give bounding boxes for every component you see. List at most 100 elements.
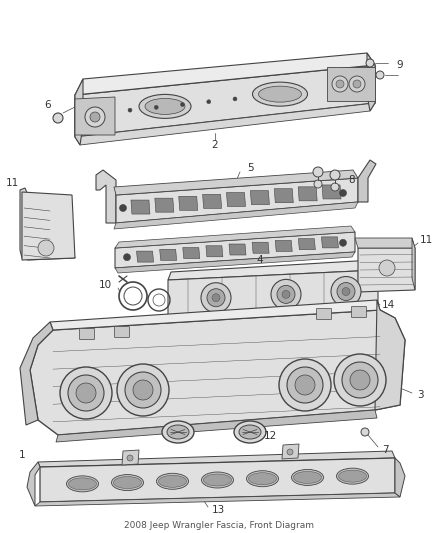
Circle shape xyxy=(349,76,365,92)
Polygon shape xyxy=(115,252,355,273)
Text: 8: 8 xyxy=(349,175,355,185)
Circle shape xyxy=(313,167,323,177)
Circle shape xyxy=(38,240,54,256)
Ellipse shape xyxy=(162,421,194,443)
Circle shape xyxy=(342,362,378,398)
Circle shape xyxy=(127,455,133,461)
Polygon shape xyxy=(75,103,375,145)
Circle shape xyxy=(125,372,161,408)
Ellipse shape xyxy=(336,468,368,484)
Polygon shape xyxy=(327,67,375,101)
Polygon shape xyxy=(30,310,405,435)
Circle shape xyxy=(90,112,100,122)
Text: 5: 5 xyxy=(247,163,253,173)
Polygon shape xyxy=(252,242,269,253)
Circle shape xyxy=(133,380,153,400)
Text: 14: 14 xyxy=(381,300,395,310)
Ellipse shape xyxy=(239,425,261,439)
Polygon shape xyxy=(137,251,154,262)
Circle shape xyxy=(85,107,105,127)
Circle shape xyxy=(282,290,290,298)
Circle shape xyxy=(53,113,63,123)
Ellipse shape xyxy=(248,473,276,484)
Circle shape xyxy=(361,428,369,436)
Ellipse shape xyxy=(68,478,96,490)
Polygon shape xyxy=(116,178,358,223)
Text: 2008 Jeep Wrangler Fascia, Front Diagram: 2008 Jeep Wrangler Fascia, Front Diagram xyxy=(124,521,314,530)
Ellipse shape xyxy=(67,476,99,492)
Circle shape xyxy=(350,370,370,390)
Text: 4: 4 xyxy=(257,255,263,265)
Ellipse shape xyxy=(247,471,279,487)
Polygon shape xyxy=(27,462,40,506)
Polygon shape xyxy=(22,192,75,260)
Circle shape xyxy=(277,285,295,303)
Ellipse shape xyxy=(145,99,185,115)
Circle shape xyxy=(366,59,374,67)
Polygon shape xyxy=(226,192,246,206)
Circle shape xyxy=(342,287,350,295)
Circle shape xyxy=(233,97,237,101)
Polygon shape xyxy=(275,240,292,252)
Polygon shape xyxy=(298,239,315,249)
Polygon shape xyxy=(115,226,355,248)
Text: 7: 7 xyxy=(381,445,389,455)
Polygon shape xyxy=(358,160,376,202)
Circle shape xyxy=(212,294,220,302)
Polygon shape xyxy=(321,237,339,248)
Circle shape xyxy=(207,100,211,104)
Polygon shape xyxy=(412,238,415,290)
FancyBboxPatch shape xyxy=(352,306,367,318)
Polygon shape xyxy=(251,191,269,205)
FancyBboxPatch shape xyxy=(80,328,95,340)
Text: 6: 6 xyxy=(45,100,51,110)
Circle shape xyxy=(331,277,361,306)
Circle shape xyxy=(353,80,361,88)
Circle shape xyxy=(330,170,340,180)
Polygon shape xyxy=(75,65,375,137)
Ellipse shape xyxy=(156,473,188,489)
Polygon shape xyxy=(274,189,293,203)
Ellipse shape xyxy=(159,475,187,487)
Ellipse shape xyxy=(292,470,324,486)
FancyBboxPatch shape xyxy=(114,327,130,337)
Ellipse shape xyxy=(201,472,233,488)
Polygon shape xyxy=(96,170,116,223)
Polygon shape xyxy=(38,451,395,467)
Circle shape xyxy=(336,80,344,88)
Text: 9: 9 xyxy=(397,60,403,70)
Polygon shape xyxy=(183,247,200,259)
Circle shape xyxy=(379,260,395,276)
Ellipse shape xyxy=(258,86,301,102)
Polygon shape xyxy=(115,232,355,268)
Polygon shape xyxy=(395,458,405,497)
Circle shape xyxy=(207,289,225,306)
Circle shape xyxy=(339,239,346,246)
Circle shape xyxy=(287,449,293,455)
Text: 3: 3 xyxy=(417,390,423,400)
Circle shape xyxy=(376,71,384,79)
Circle shape xyxy=(331,183,339,191)
Text: 11: 11 xyxy=(5,178,19,188)
Polygon shape xyxy=(282,444,299,459)
Polygon shape xyxy=(206,246,223,257)
Text: 10: 10 xyxy=(99,280,112,290)
Circle shape xyxy=(334,354,386,406)
Polygon shape xyxy=(155,198,174,212)
Polygon shape xyxy=(355,238,415,248)
Circle shape xyxy=(128,108,132,112)
Text: 12: 12 xyxy=(263,431,277,441)
Polygon shape xyxy=(20,322,53,425)
Polygon shape xyxy=(298,187,317,201)
Ellipse shape xyxy=(112,474,144,490)
Polygon shape xyxy=(203,195,222,208)
Circle shape xyxy=(279,359,331,411)
Polygon shape xyxy=(50,300,380,330)
Circle shape xyxy=(332,76,348,92)
Polygon shape xyxy=(75,53,375,95)
Circle shape xyxy=(76,383,96,403)
Circle shape xyxy=(314,180,322,188)
Ellipse shape xyxy=(339,470,367,482)
Circle shape xyxy=(60,367,112,419)
Polygon shape xyxy=(56,410,377,442)
